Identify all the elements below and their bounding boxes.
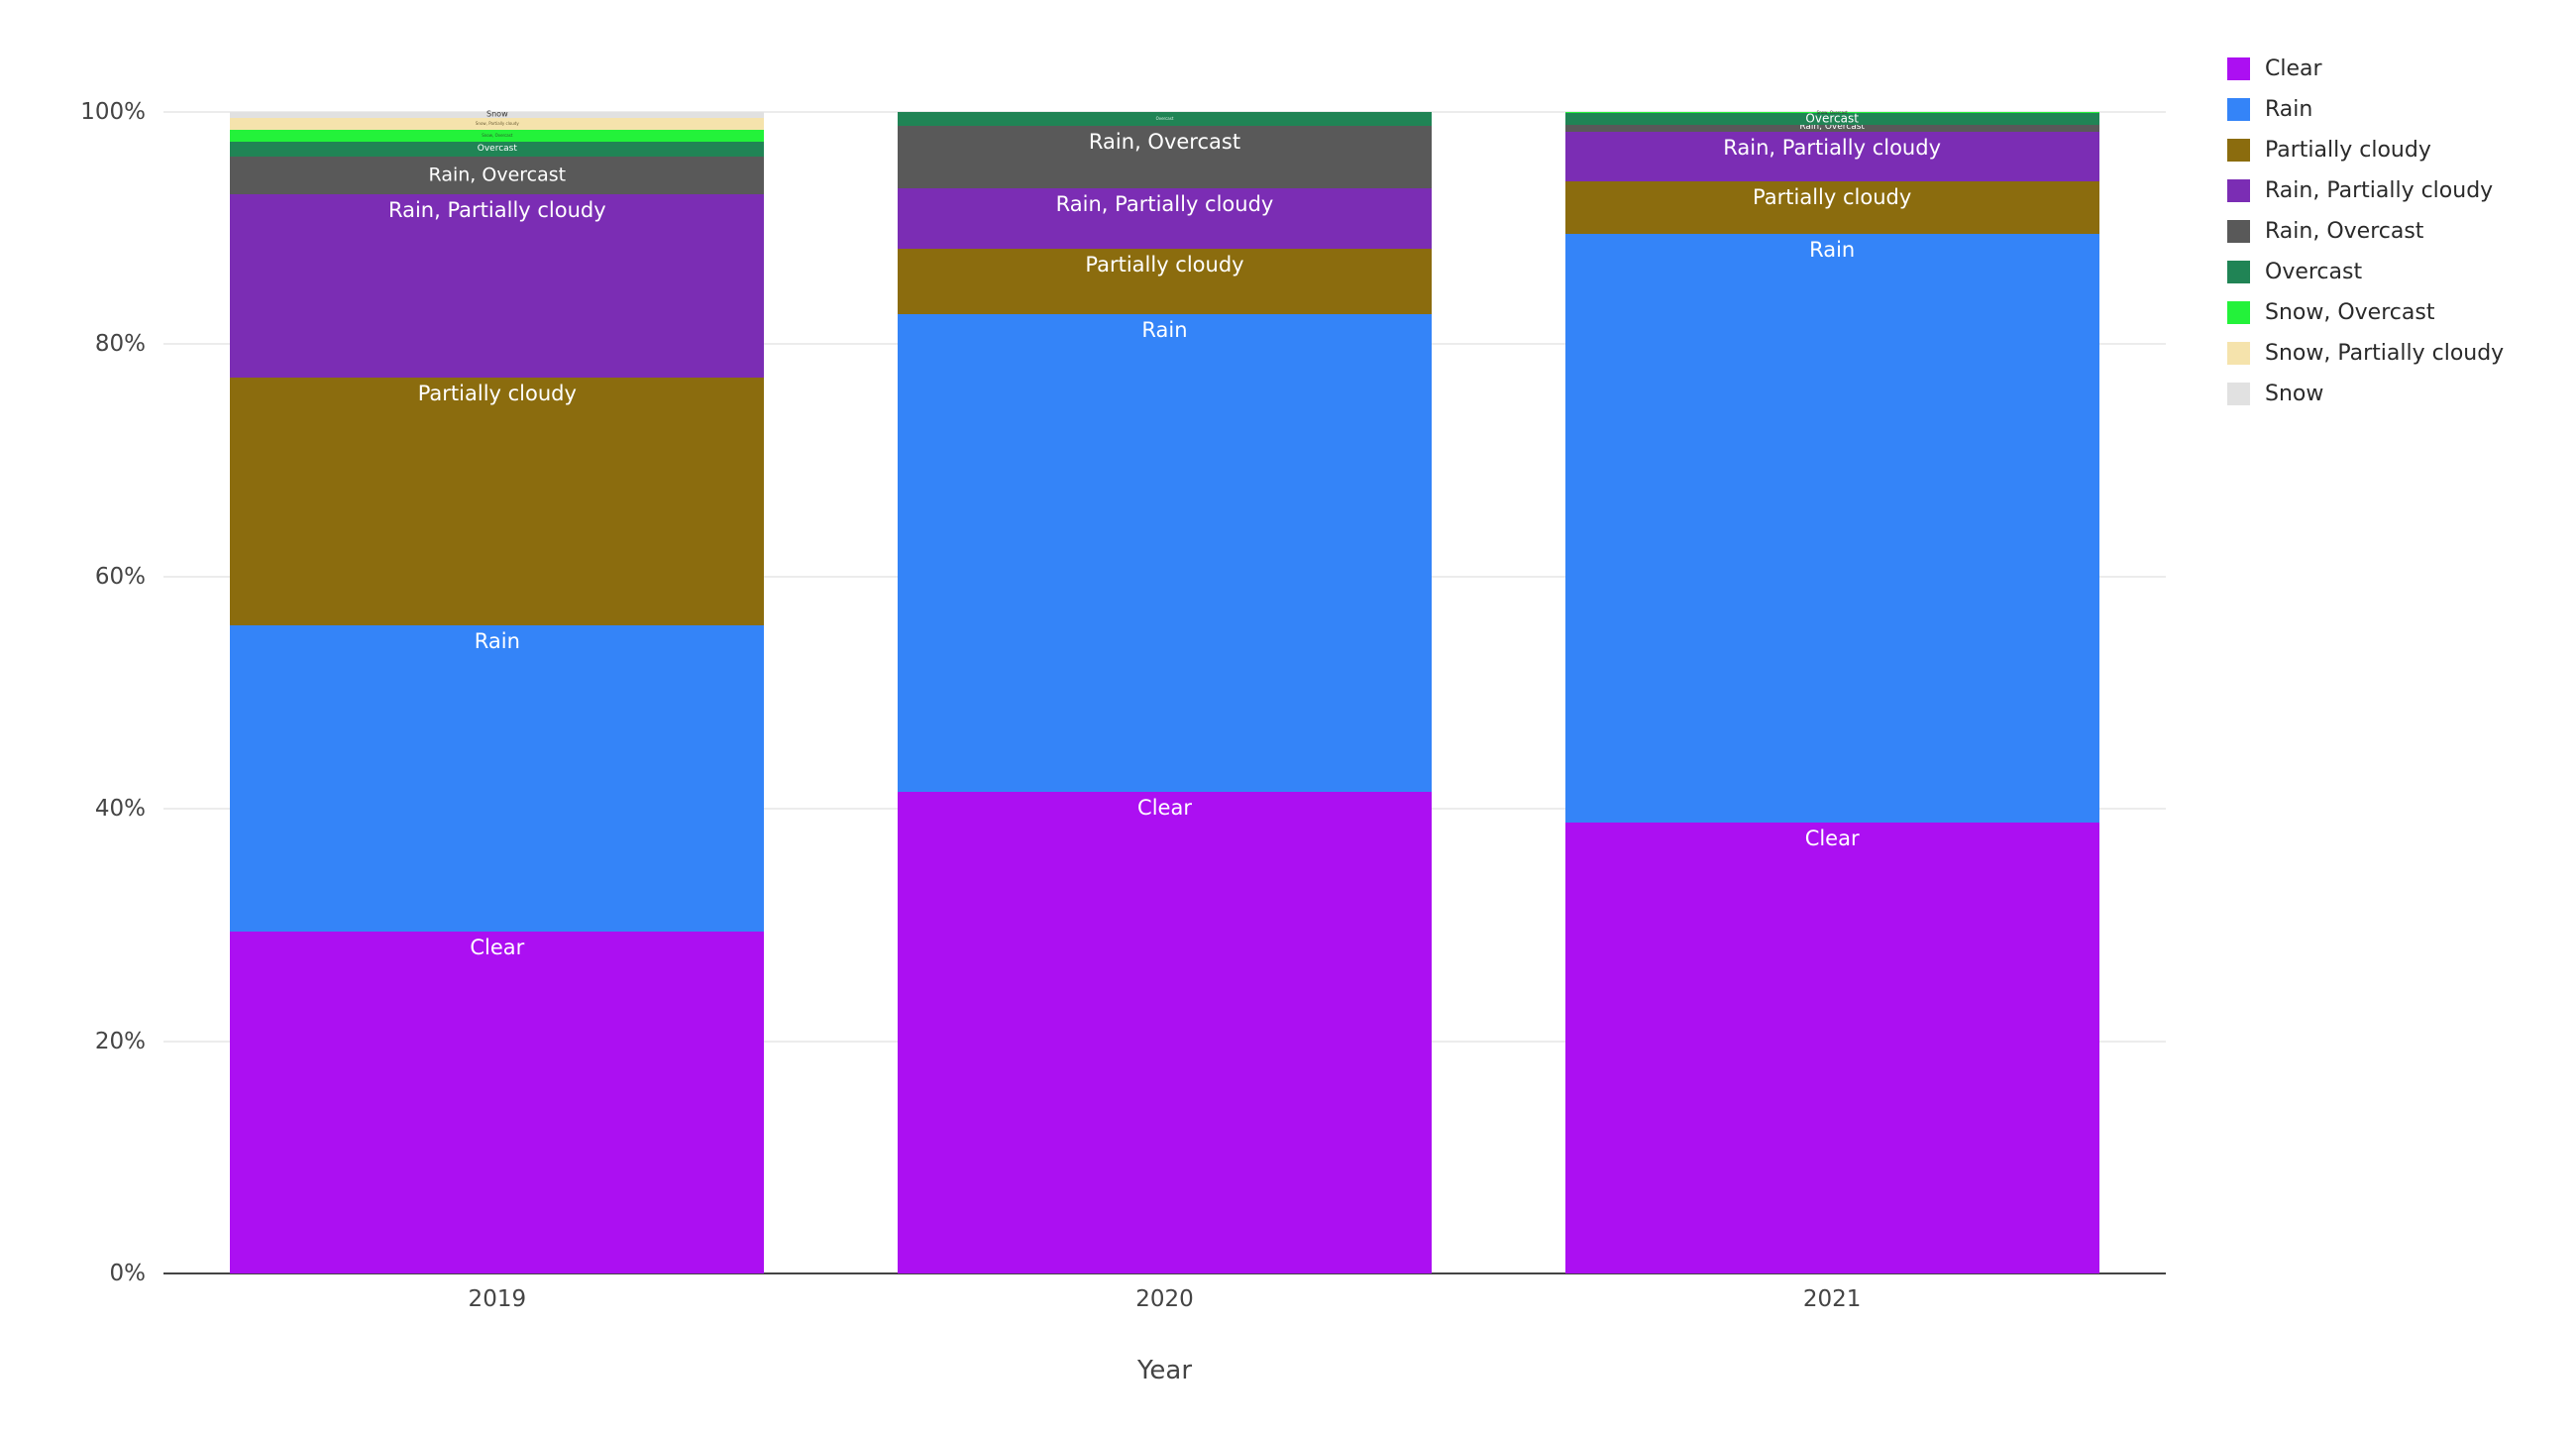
legend-item-rain-overcast[interactable]: Rain, Overcast [2227, 219, 2504, 244]
y-tick-label: 0% [109, 1261, 147, 1286]
segment-rain-overcast: Rain, Overcast [898, 126, 1432, 189]
segment-label: Clear [1137, 795, 1192, 820]
x-axis-title: Year [1136, 1356, 1193, 1385]
legend-label: Clear [2265, 56, 2322, 81]
legend-item-overcast[interactable]: Overcast [2227, 260, 2504, 284]
legend-label: Rain [2265, 97, 2313, 122]
segment-label: Rain, Partially cloudy [1723, 135, 1942, 160]
segment-snow-partially-cloudy: Snow, Partially cloudy [230, 117, 765, 130]
x-tick-label-2020: 2020 [1135, 1286, 1194, 1312]
legend-label: Rain, Overcast [2265, 219, 2424, 244]
segment-clear: Clear [230, 932, 765, 1273]
legend-item-partially-cloudy[interactable]: Partially cloudy [2227, 138, 2504, 163]
legend-swatch-snow-overcast [2227, 301, 2250, 324]
segment-overcast: Overcast [230, 142, 765, 157]
y-tick-label: 40% [94, 796, 146, 823]
segment-label: Overcast [1155, 115, 1174, 121]
segment-label: Rain, Partially cloudy [1055, 192, 1274, 217]
y-tick-label: 100% [80, 99, 146, 125]
legend-item-snow-partially-cloudy[interactable]: Snow, Partially cloudy [2227, 341, 2504, 366]
legend: Clear Rain Partially cloudy Rain, Partially… [2227, 56, 2504, 422]
segment-snow: Snow [230, 110, 765, 118]
segment-label: Overcast [477, 143, 517, 154]
plot-area: 0% 20% 40% 60% 80% 100% Clear Rain Partially clo… [80, 99, 2166, 1286]
segment-label: Clear [470, 936, 525, 960]
legend-item-snow-overcast[interactable]: Snow, Overcast [2227, 300, 2504, 325]
segment-label: Partially cloudy [1753, 185, 1912, 210]
legend-item-snow[interactable]: Snow [2227, 382, 2504, 406]
legend-label: Snow, Partially cloudy [2265, 341, 2505, 366]
legend-swatch-rain-overcast [2227, 220, 2250, 243]
legend-swatch-snow [2227, 383, 2250, 405]
segment-rain-partially-cloudy: Rain, Partially cloudy [230, 194, 765, 379]
segment-partially-cloudy: Partially cloudy [1564, 181, 2099, 235]
legend-swatch-rain [2227, 98, 2250, 121]
segment-label: Partially cloudy [417, 382, 577, 406]
segment-label: Clear [1804, 827, 1860, 851]
bar-2021: Clear Rain Partially cloudy Rain, Partially… [1564, 109, 2099, 1273]
x-tick-label-2021: 2021 [1802, 1286, 1862, 1312]
legend-swatch-overcast [2227, 261, 2250, 283]
segment-overcast: Overcast [1564, 111, 2099, 126]
segment-rain-overcast: Rain, Overcast [230, 156, 765, 195]
legend-swatch-snow-partially-cloudy [2227, 342, 2250, 365]
segment-label: Overcast [1805, 111, 1859, 126]
legend-label: Snow [2265, 382, 2324, 406]
legend-item-clear[interactable]: Clear [2227, 56, 2504, 81]
y-tick-label: 60% [94, 563, 146, 590]
segment-label: Rain, Overcast [1088, 130, 1241, 155]
segment-label: Partially cloudy [1085, 253, 1244, 277]
legend-swatch-clear [2227, 57, 2250, 80]
legend-label: Overcast [2265, 260, 2363, 284]
segment-label: Rain [1141, 317, 1188, 342]
y-tick-label: 80% [94, 331, 146, 358]
segment-rain-partially-cloudy: Rain, Partially cloudy [898, 188, 1432, 250]
segment-label: Rain [1809, 238, 1856, 263]
segment-label: Rain [474, 629, 520, 654]
legend-swatch-rain-partially-cloudy [2227, 179, 2250, 202]
legend-label: Rain, Partially cloudy [2265, 178, 2494, 203]
segment-snow-overcast: Snow, Overcast [1564, 109, 2099, 114]
x-tick-label-2019: 2019 [468, 1286, 527, 1312]
gridline-100 [163, 111, 2166, 113]
legend-item-rain[interactable]: Rain [2227, 97, 2504, 122]
segment-snow-overcast: Snow, Overcast [230, 129, 765, 143]
segment-rain: Rain [898, 313, 1432, 792]
bar-2019: Clear Rain Partially cloudy Rain, Partially… [230, 110, 765, 1273]
segment-label: Rain, Overcast [1799, 122, 1865, 133]
y-tick-label: 20% [94, 1028, 146, 1054]
bar-2020: Clear Rain Partially cloudy Rain, Partially… [898, 112, 1432, 1273]
segment-label: Rain, Overcast [428, 164, 567, 186]
segment-rain-overcast: Rain, Overcast [1564, 122, 2099, 133]
segment-partially-cloudy: Partially cloudy [230, 378, 765, 626]
legend-swatch-partially-cloudy [2227, 139, 2250, 162]
legend-label: Snow, Overcast [2265, 300, 2435, 325]
segment-rain: Rain [230, 625, 765, 933]
segment-clear: Clear [898, 791, 1432, 1273]
segment-rain: Rain [1564, 234, 2099, 824]
x-axis-line [163, 1272, 2166, 1274]
legend-item-rain-partially-cloudy[interactable]: Rain, Partially cloudy [2227, 178, 2504, 203]
segment-label: Snow, Partially cloudy [475, 120, 519, 126]
segment-overcast: Overcast [898, 112, 1432, 127]
segment-clear: Clear [1564, 823, 2099, 1273]
segment-partially-cloudy: Partially cloudy [898, 249, 1432, 314]
segment-label: Snow, Overcast [482, 132, 513, 138]
legend-label: Partially cloudy [2265, 138, 2431, 163]
segment-label: Rain, Partially cloudy [387, 198, 606, 223]
segment-rain-partially-cloudy: Rain, Partially cloudy [1564, 131, 2099, 182]
